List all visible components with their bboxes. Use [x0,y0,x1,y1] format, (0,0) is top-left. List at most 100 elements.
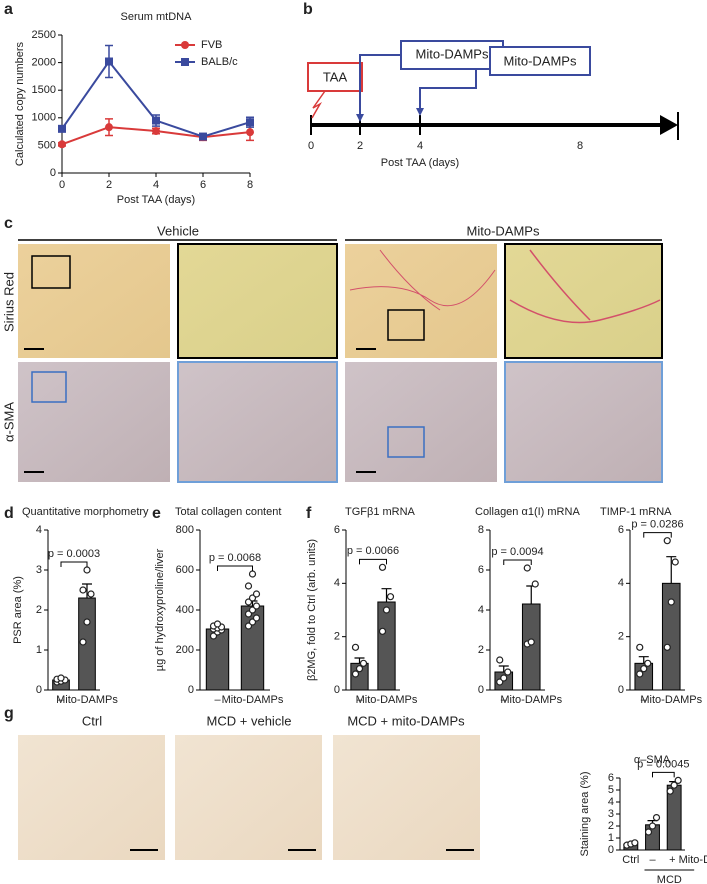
p-value: p = 0.0003 [48,548,100,560]
x-tick-label: 8 [247,179,253,191]
panel-letter: f [306,505,312,522]
y-tick-label: 0 [334,684,340,696]
zoom-box [387,309,425,341]
y-tick-label: 0 [36,684,42,696]
x-tick-label: 6 [200,179,206,191]
row-label: Sirius Red [1,272,16,332]
p-value: p = 0.0068 [209,552,261,564]
y-tick-label: 0 [618,684,624,696]
lightning [311,90,326,119]
data-point [631,839,639,847]
timeline-tick-label: 2 [357,140,363,152]
data-point [523,564,531,572]
y-tick-label: 1000 [32,112,56,124]
panel-letter: a [4,1,13,18]
x-tick-label: 0 [59,179,65,191]
timeline-arrow [660,115,678,135]
significance-bracket [359,558,387,565]
micrograph-zoom [504,361,663,483]
significance-bracket [643,532,672,538]
x-tick-label: – [649,854,656,866]
p-value: p = 0.0045 [637,758,689,770]
data-point [636,670,644,678]
data-point [382,606,391,614]
injection-arrow [419,69,477,112]
data-point [636,643,644,651]
data-point [378,563,387,571]
legend-marker [181,58,189,66]
timeline-tick-label: 8 [577,140,583,152]
y-tick-label: 6 [334,524,340,536]
bar [377,601,396,691]
error-bar [638,656,649,664]
y-tick-label: 4 [618,577,624,589]
y-tick-label: 0 [50,167,56,179]
y-tick-label: 600 [176,564,194,576]
significance-bracket [503,559,532,565]
error-bar [354,657,365,664]
data-point [500,674,508,682]
error-bar [381,588,392,602]
x-tick-label: – [356,694,363,706]
x-tick-label: Mito-DAMPs [222,694,284,706]
image-label: MCD + vehicle [207,713,292,728]
y-tick-label: 2 [618,631,624,643]
y-tick-label: 3 [36,564,42,576]
panel-letter: c [4,215,13,232]
error-bar [82,583,92,598]
error-bar [498,665,509,672]
y-tick-label: 5 [608,784,614,796]
y-tick-label: 2000 [32,57,56,69]
data-point [252,590,261,598]
legend-label: FVB [201,39,222,51]
panel-letter: b [303,1,313,18]
x-tick-label: Mito-DAMPs [56,694,118,706]
legend-marker [181,41,189,49]
x-tick-label: 2 [106,179,112,191]
panel-letter: e [152,505,161,522]
data-point [359,659,368,667]
zoom-box [387,426,425,458]
y-tick-label: 200 [176,644,194,656]
significance-bracket [60,561,88,567]
column-label: Mito-DAMPs [467,223,540,238]
damps-label: Mito-DAMPs [416,46,489,61]
data-point [504,668,512,676]
data-point [244,582,253,590]
marker [58,140,66,149]
data-point [531,580,539,588]
panel-letter: g [4,705,14,722]
marker [246,128,254,137]
y-tick-label: 1 [608,832,614,844]
data-point [674,776,682,785]
x-tick-label: 4 [153,179,159,191]
marker [105,57,113,66]
y-tick-label: 6 [608,772,614,784]
micrograph-zoom [177,243,338,359]
significance-bracket [652,771,675,778]
y-tick-label: 0 [188,684,194,696]
micrograph [18,244,170,358]
significance-bracket [217,565,253,571]
image-label: MCD + mito-DAMPs [347,713,465,728]
x-tick-label: – [58,694,65,706]
error-bar [666,556,677,584]
data-point [83,618,91,626]
group-label: MCD [657,874,682,884]
y-axis-label: PSR area (%) [12,576,24,644]
taa-box [307,62,363,92]
marker [58,124,66,133]
x-axis-label: Post TAA (days) [117,194,195,206]
y-tick-label: 800 [176,524,194,536]
micrograph [345,362,497,482]
data-point [667,598,675,606]
injection-arrow [359,54,401,120]
micrograph [18,735,165,860]
x-tick-label: Ctrl [622,854,639,866]
marker [152,127,160,136]
data-point [213,620,222,628]
p-value: p = 0.0066 [347,545,399,557]
histology: Vehicle Mito-DAMPs Sirius Red α-SMA [1,223,663,483]
fiber [509,249,661,324]
